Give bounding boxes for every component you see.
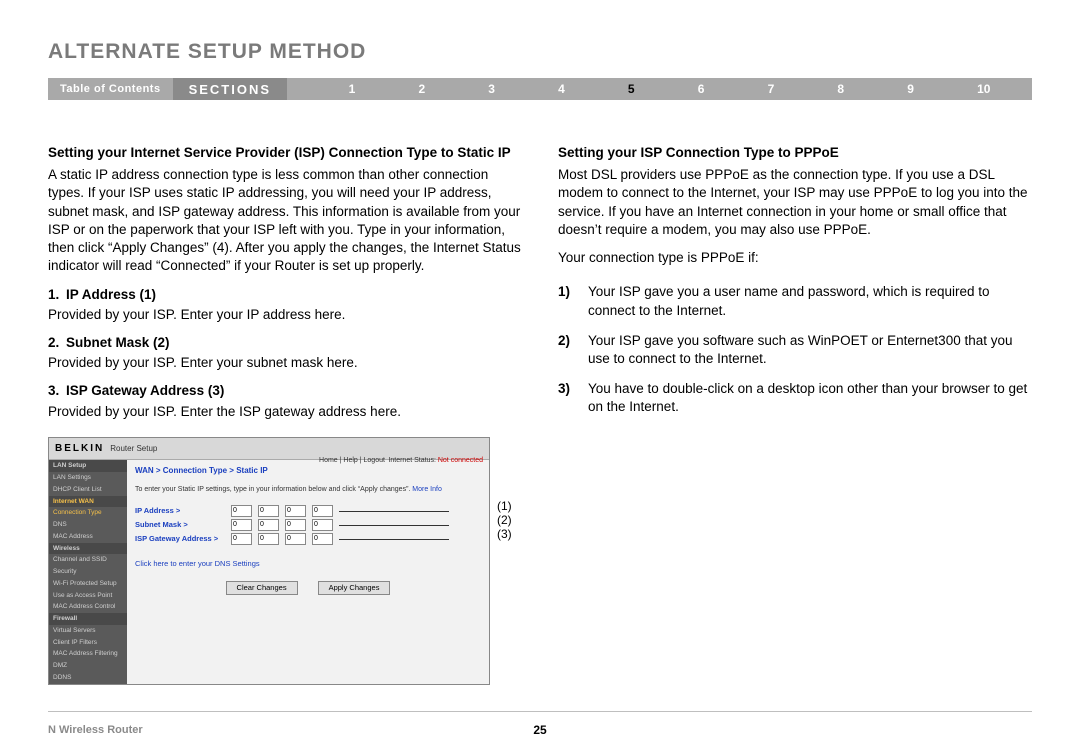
router-sidebar: LAN Setup LAN Settings DHCP Client List …: [49, 460, 127, 683]
nav-toc[interactable]: Table of Contents: [48, 83, 173, 95]
side-channel[interactable]: Channel and SSID: [49, 554, 127, 566]
ip-oct-3[interactable]: 0: [285, 505, 306, 517]
side-security[interactable]: Security: [49, 566, 127, 578]
nav-num-8[interactable]: 8: [837, 82, 844, 96]
item-num: 3): [558, 374, 588, 422]
side-lan: LAN Setup: [49, 460, 127, 472]
subnet-mask-desc: Provided by your ISP. Enter your subnet …: [48, 354, 522, 372]
list-item: 3)You have to double-click on a desktop …: [558, 374, 1032, 422]
item-num: 2): [558, 326, 588, 374]
router-breadcrumb: WAN > Connection Type > Static IP: [135, 466, 481, 477]
side-wps[interactable]: Wi-Fi Protected Setup: [49, 578, 127, 590]
pppoe-if-label: Your connection type is PPPoE if:: [558, 249, 1032, 267]
isp-gateway-heading: 3. ISP Gateway Address (3): [48, 382, 522, 400]
item-text: You have to double-click on a desktop ic…: [588, 374, 1032, 422]
side-dmz[interactable]: DMZ: [49, 660, 127, 672]
nav-sections-label: SECTIONS: [173, 78, 287, 100]
router-main: WAN > Connection Type > Static IP To ent…: [127, 460, 489, 683]
isp-gateway-desc: Provided by your ISP. Enter the ISP gate…: [48, 403, 522, 421]
side-conn-type[interactable]: Connection Type: [49, 507, 127, 519]
router-hint: To enter your Static IP settings, type i…: [135, 485, 481, 494]
callout-line-3: [339, 538, 449, 540]
sm-oct-4[interactable]: 0: [312, 519, 333, 531]
subnet-mask-heading: 2. Subnet Mask (2): [48, 334, 522, 352]
gw-oct-2[interactable]: 0: [258, 533, 279, 545]
list-item: 2)Your ISP gave you software such as Win…: [558, 326, 1032, 374]
left-column: Setting your Internet Service Provider (…: [48, 144, 522, 685]
router-setup-label: Router Setup: [110, 444, 157, 455]
nav-num-1[interactable]: 1: [349, 82, 356, 96]
side-firewall: Firewall: [49, 613, 127, 625]
side-wireless: Wireless: [49, 543, 127, 555]
nav-numbers: 1 2 3 4 5 6 7 8 9 10: [287, 82, 1032, 96]
ip-address-heading: 1. IP Address (1): [48, 286, 522, 304]
router-top-links: Home | Help | Logout Internet Status: No…: [319, 456, 483, 465]
nav-num-2[interactable]: 2: [418, 82, 425, 96]
pppoe-conditions: 1)Your ISP gave you a user name and pass…: [558, 277, 1032, 422]
subnet-label: Subnet Mask >: [135, 520, 225, 530]
sm-oct-3[interactable]: 0: [285, 519, 306, 531]
product-name: N Wireless Router: [48, 724, 143, 736]
ip-oct-2[interactable]: 0: [258, 505, 279, 517]
gw-oct-1[interactable]: 0: [231, 533, 252, 545]
right-column: Setting your ISP Connection Type to PPPo…: [558, 144, 1032, 685]
router-status: Not connected: [436, 457, 483, 464]
pppoe-heading: Setting your ISP Connection Type to PPPo…: [558, 144, 1032, 162]
side-ap[interactable]: Use as Access Point: [49, 590, 127, 602]
ip-address-label: IP Address >: [135, 506, 225, 516]
ip-oct-1[interactable]: 0: [231, 505, 252, 517]
nav-num-9[interactable]: 9: [907, 82, 914, 96]
side-macfilter[interactable]: MAC Address Filtering: [49, 648, 127, 660]
apply-changes-button[interactable]: Apply Changes: [318, 581, 391, 595]
callout-line-1: [339, 510, 449, 512]
side-vservers[interactable]: Virtual Servers: [49, 625, 127, 637]
clear-changes-button[interactable]: Clear Changes: [226, 581, 298, 595]
gw-oct-4[interactable]: 0: [312, 533, 333, 545]
footer-rule: [48, 711, 1032, 712]
side-ipfilter[interactable]: Client IP Filters: [49, 637, 127, 649]
static-ip-desc: A static IP address connection type is l…: [48, 166, 522, 275]
section-nav: Table of Contents SECTIONS 1 2 3 4 5 6 7…: [48, 78, 1032, 100]
gateway-label: ISP Gateway Address >: [135, 534, 225, 544]
pppoe-desc: Most DSL providers use PPPoE as the conn…: [558, 166, 1032, 239]
callout-3: (3): [497, 526, 512, 542]
nav-num-7[interactable]: 7: [768, 82, 775, 96]
gw-oct-3[interactable]: 0: [285, 533, 306, 545]
callout-line-2: [339, 524, 449, 526]
nav-num-10[interactable]: 10: [977, 82, 990, 96]
router-brand: BELKIN: [55, 442, 104, 456]
side-dns[interactable]: DNS: [49, 519, 127, 531]
side-wan: Internet WAN: [49, 496, 127, 508]
nav-num-5[interactable]: 5: [628, 82, 635, 96]
side-mac[interactable]: MAC Address: [49, 531, 127, 543]
more-info-link[interactable]: More Info: [410, 486, 442, 493]
nav-num-6[interactable]: 6: [698, 82, 705, 96]
side-ddns[interactable]: DDNS: [49, 672, 127, 684]
nav-num-4[interactable]: 4: [558, 82, 565, 96]
side-dhcp[interactable]: DHCP Client List: [49, 484, 127, 496]
router-hint-text: To enter your Static IP settings, type i…: [135, 486, 410, 493]
dns-link[interactable]: Click here to enter your DNS Settings: [135, 559, 481, 569]
item-num: 1): [558, 277, 588, 325]
side-mac-ctrl[interactable]: MAC Address Control: [49, 601, 127, 613]
page-footer: N Wireless Router 25: [48, 724, 1032, 736]
router-screenshot: BELKIN Router Setup Home | Help | Logout…: [48, 437, 490, 685]
ip-oct-4[interactable]: 0: [312, 505, 333, 517]
page-title: ALTERNATE SETUP METHOD: [48, 40, 1032, 64]
ip-address-desc: Provided by your ISP. Enter your IP addr…: [48, 306, 522, 324]
page-number: 25: [533, 723, 546, 737]
side-lan-settings[interactable]: LAN Settings: [49, 472, 127, 484]
router-links-text[interactable]: Home | Help | Logout Internet Status:: [319, 457, 436, 464]
item-text: Your ISP gave you a user name and passwo…: [588, 277, 1032, 325]
sm-oct-2[interactable]: 0: [258, 519, 279, 531]
item-text: Your ISP gave you software such as WinPO…: [588, 326, 1032, 374]
nav-num-3[interactable]: 3: [488, 82, 495, 96]
static-ip-heading: Setting your Internet Service Provider (…: [48, 144, 522, 162]
sm-oct-1[interactable]: 0: [231, 519, 252, 531]
list-item: 1)Your ISP gave you a user name and pass…: [558, 277, 1032, 325]
